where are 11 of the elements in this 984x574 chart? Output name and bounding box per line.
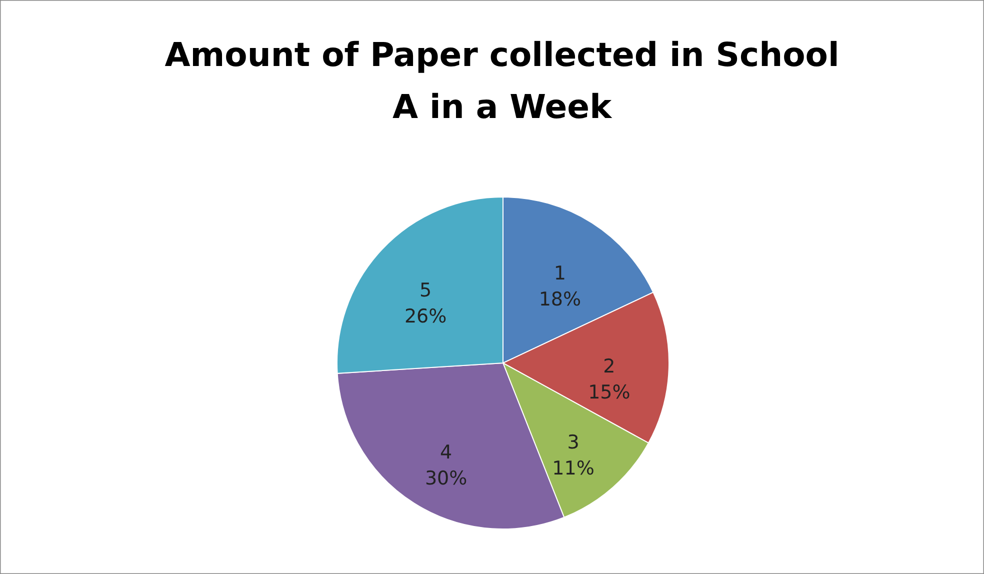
data-label: 30% (424, 468, 468, 490)
slice-label: 4 (440, 442, 452, 464)
slice-label: 1 (554, 262, 566, 284)
slice-label: 2 (603, 355, 616, 378)
data-label: 15% (588, 381, 630, 404)
data-label: 26% (404, 305, 447, 328)
data-label: 18% (538, 288, 582, 310)
data-label: 11% (552, 458, 594, 480)
chart-title: Amount of Paper collected in School A in a Week (164, 35, 840, 126)
slice-label: 5 (420, 279, 432, 302)
slice-label: 3 (567, 432, 580, 454)
